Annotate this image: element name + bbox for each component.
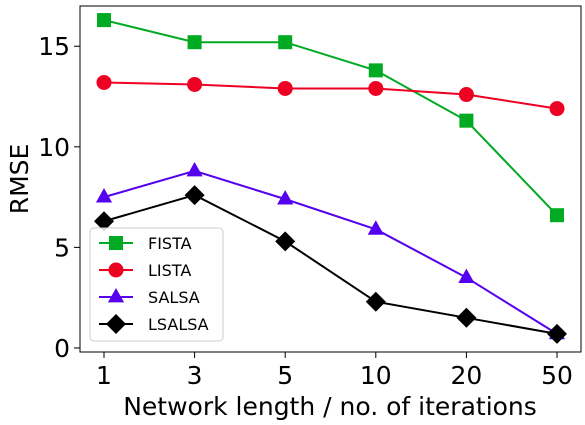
data-point-fista [459,113,474,128]
data-point-lsalsa [547,323,567,344]
data-point-lsalsa [184,185,205,206]
plot-frame [79,5,582,353]
x-axis-title: Network length / no. of iterations [123,392,537,421]
legend-label-lista: LISTA [148,261,191,280]
data-point-lista [96,74,112,90]
y-axis-title: RMSE [5,144,34,215]
legend-label-lsalsa: LSALSA [148,315,209,334]
data-point-fista [187,35,202,50]
data-point-lsalsa [456,307,477,328]
x-tick-label: 3 [187,361,203,390]
data-point-lista [187,76,203,92]
data-point-salsa [186,161,203,177]
data-point-lsalsa [275,231,296,252]
data-point-fista [97,13,111,28]
data-point-lista [277,80,293,96]
data-point-lista [458,87,474,103]
legend-label-salsa: SALSA [148,288,200,307]
x-axis: 1 3 5 10 20 50 [96,352,573,390]
data-point-fista [368,63,383,78]
x-tick-label: 50 [541,361,573,390]
legend-marker-lista [108,262,124,278]
data-point-fista [278,35,293,50]
y-tick-label: 15 [38,32,70,61]
data-point-salsa [277,190,294,205]
series-line-fista [103,19,558,216]
series-line-lista [103,81,558,110]
data-point-lsalsa [365,291,386,312]
data-point-fista [550,208,564,223]
data-point-lista [549,101,565,117]
legend: FISTA LISTA SALSA LSALSA [89,227,224,342]
y-tick-label: 5 [54,233,70,262]
y-axis: 0 5 10 15 [38,32,80,363]
series-line-salsa [103,169,558,335]
legend-marker-fista [109,236,123,250]
x-tick-label: 1 [96,361,112,390]
data-point-salsa [95,188,113,203]
x-tick-label: 5 [277,361,293,390]
data-point-salsa [458,268,475,283]
series-layer [94,13,567,344]
series-line-lsalsa [103,194,558,335]
data-point-lsalsa [94,211,114,232]
legend-box [89,227,224,342]
legend-marker-lsalsa [106,314,126,334]
y-tick-label: 10 [38,133,70,162]
data-point-lista [368,80,384,96]
legend-label-fista: FISTA [148,234,192,253]
data-point-salsa [367,220,384,235]
y-tick-label: 0 [54,334,70,363]
legend-marker-salsa [107,288,125,303]
x-tick-label: 10 [360,361,392,390]
x-tick-label: 20 [450,361,482,390]
